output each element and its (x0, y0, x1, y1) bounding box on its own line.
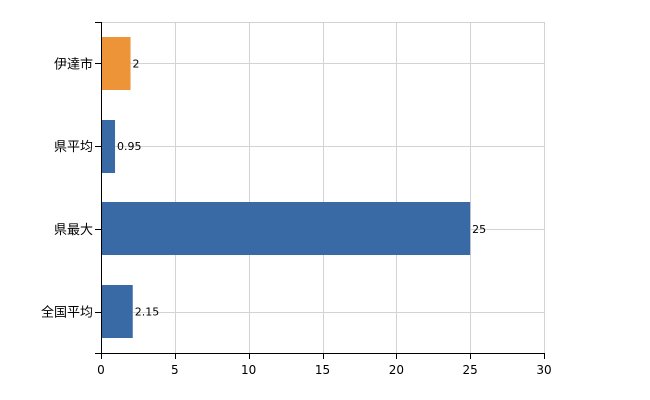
x-tick-label: 5 (171, 363, 179, 377)
x-tick-label: 30 (536, 363, 551, 377)
bar (102, 37, 131, 90)
x-tick-label: 10 (241, 363, 256, 377)
bar (102, 285, 133, 338)
category-label: 伊達市 (54, 56, 93, 72)
x-tick-label: 0 (97, 363, 105, 377)
category-label: 県最大 (54, 223, 93, 238)
x-tick-label: 25 (463, 363, 478, 377)
category-label: 全国平均 (41, 305, 93, 321)
x-tick-label: 15 (315, 363, 330, 377)
labels: 0 5 10 15 20 25 30 伊達市 2 県平均 0.95 県最大 25 全国平均 2.15 (41, 56, 552, 377)
category-label: 県平均 (54, 140, 93, 155)
bar (102, 120, 116, 173)
data-label: 2.15 (135, 306, 160, 319)
data-label: 25 (472, 223, 486, 236)
bars (102, 37, 471, 338)
x-tick-label: 20 (389, 363, 404, 377)
axes (95, 22, 545, 359)
data-label: 2 (133, 57, 140, 70)
grid (101, 22, 545, 353)
data-label: 0.95 (117, 140, 142, 153)
bar (102, 202, 471, 255)
